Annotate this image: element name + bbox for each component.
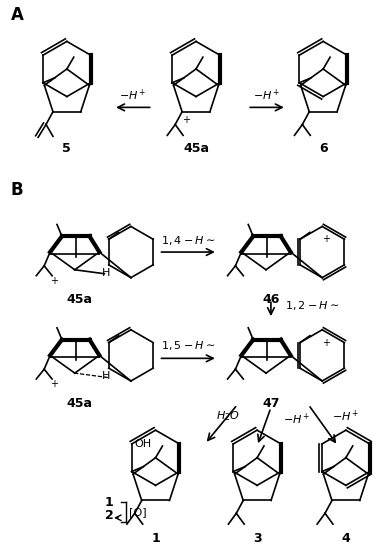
Text: 5: 5: [62, 142, 71, 155]
Text: $-H^+$: $-H^+$: [119, 87, 147, 103]
Text: H: H: [102, 371, 111, 381]
Text: +: +: [182, 115, 190, 125]
Text: 45a: 45a: [183, 142, 209, 155]
Text: +: +: [50, 379, 58, 389]
Text: 3: 3: [253, 533, 261, 545]
Text: 4: 4: [341, 533, 350, 545]
Text: 45a: 45a: [67, 293, 93, 306]
Text: $1,4-H\sim$: $1,4-H\sim$: [161, 234, 215, 247]
Text: +: +: [322, 234, 330, 244]
Text: A: A: [11, 6, 24, 24]
Text: $1,2-H\sim$: $1,2-H\sim$: [285, 299, 339, 312]
Text: OH: OH: [134, 439, 152, 449]
Text: $H_2O$: $H_2O$: [216, 409, 240, 423]
Text: H: H: [102, 267, 111, 277]
Text: 47: 47: [262, 396, 279, 410]
Text: $-H^+$: $-H^+$: [283, 412, 310, 428]
Text: [O]: [O]: [129, 507, 147, 517]
Text: $1,5-H\sim$: $1,5-H\sim$: [161, 340, 215, 353]
Text: 1: 1: [151, 533, 160, 545]
Text: +: +: [322, 337, 330, 348]
Text: 2: 2: [105, 509, 114, 522]
Text: 45a: 45a: [67, 396, 93, 410]
Text: $-H^+$: $-H^+$: [332, 409, 359, 424]
Text: $-H^+$: $-H^+$: [253, 87, 281, 103]
Text: 1: 1: [105, 496, 114, 509]
Text: B: B: [11, 181, 23, 199]
Text: +: +: [50, 276, 58, 286]
Text: 46: 46: [262, 293, 279, 306]
Text: 6: 6: [319, 142, 327, 155]
